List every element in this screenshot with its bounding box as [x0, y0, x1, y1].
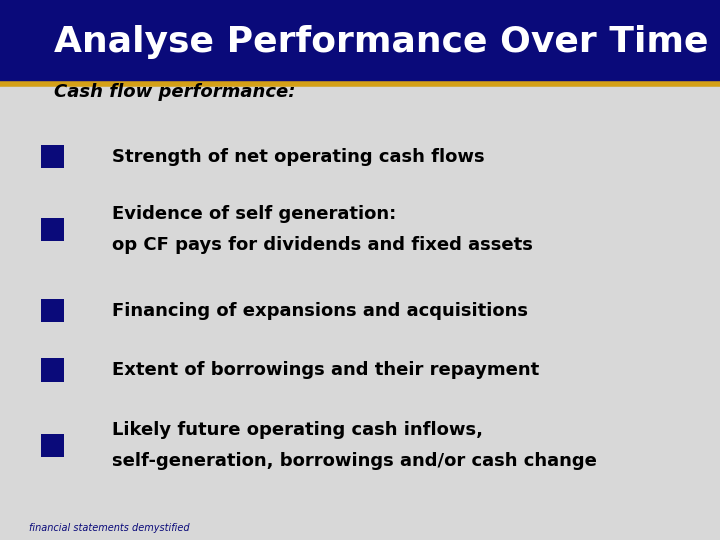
- Text: financial statements demystified: financial statements demystified: [29, 523, 189, 533]
- Text: Analyse Performance Over Time: Analyse Performance Over Time: [54, 25, 708, 59]
- Bar: [41, 218, 64, 241]
- Text: Evidence of self generation:: Evidence of self generation:: [112, 205, 396, 224]
- Bar: [41, 358, 64, 382]
- Text: Strength of net operating cash flows: Strength of net operating cash flows: [112, 147, 485, 166]
- Bar: [41, 299, 64, 322]
- Text: Likely future operating cash inflows,: Likely future operating cash inflows,: [112, 421, 482, 440]
- Bar: [41, 145, 64, 168]
- Text: Financing of expansions and acquisitions: Financing of expansions and acquisitions: [112, 301, 528, 320]
- Bar: [41, 434, 64, 457]
- Text: Extent of borrowings and their repayment: Extent of borrowings and their repayment: [112, 361, 539, 379]
- Text: self-generation, borrowings and/or cash change: self-generation, borrowings and/or cash …: [112, 451, 596, 470]
- Bar: [0, 0, 720, 84]
- Text: Cash flow performance:: Cash flow performance:: [54, 83, 295, 101]
- Text: op CF pays for dividends and fixed assets: op CF pays for dividends and fixed asset…: [112, 235, 533, 254]
